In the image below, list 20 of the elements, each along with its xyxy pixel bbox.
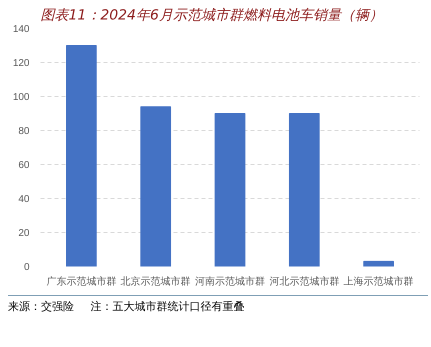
bar [66, 45, 97, 266]
y-tick-label: 80 [18, 126, 30, 137]
x-tick-label: 北京示范城市群 [120, 276, 191, 288]
bar [140, 106, 172, 266]
y-tick-label: 120 [12, 58, 30, 69]
y-tick-label: 140 [12, 24, 30, 35]
x-tick-label: 广东示范城市群 [46, 276, 116, 288]
text: 来源：交强险 注：五大城市群统计口径有重叠 [8, 301, 244, 313]
bar [214, 113, 246, 266]
y-tick-label: 20 [18, 228, 30, 239]
y-tick-label: 40 [18, 194, 30, 205]
y-tick-label: 0 [24, 262, 30, 273]
x-tick-label: 上海示范城市群 [344, 276, 414, 288]
y-tick-label: 100 [12, 92, 30, 103]
chart-title: 图表11：2024年6月示范城市群燃料电池车销量（辆） [40, 8, 383, 24]
y-tick-label: 60 [18, 160, 30, 171]
bar [363, 260, 394, 266]
x-tick-label: 河北示范城市群 [269, 276, 340, 288]
bar [288, 113, 320, 266]
x-tick-label: 河南示范城市群 [195, 276, 265, 288]
